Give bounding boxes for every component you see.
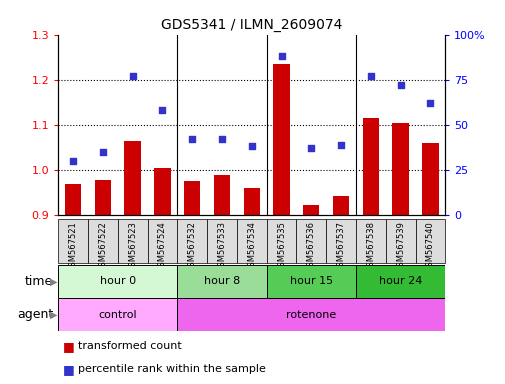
FancyBboxPatch shape [355, 219, 385, 263]
Text: ■: ■ [63, 340, 75, 353]
Text: transformed count: transformed count [78, 341, 182, 351]
Point [128, 73, 136, 79]
Text: percentile rank within the sample: percentile rank within the sample [78, 364, 266, 374]
FancyBboxPatch shape [385, 219, 415, 263]
Text: GSM567521: GSM567521 [69, 221, 77, 272]
Text: hour 8: hour 8 [204, 276, 239, 286]
FancyBboxPatch shape [58, 219, 88, 263]
FancyBboxPatch shape [355, 265, 444, 298]
FancyBboxPatch shape [58, 265, 177, 298]
Point [426, 100, 434, 106]
Point [366, 73, 374, 79]
Bar [213, 175, 230, 215]
Text: GSM567537: GSM567537 [336, 221, 345, 272]
Bar [243, 188, 260, 215]
FancyBboxPatch shape [177, 219, 207, 263]
Bar [302, 205, 319, 215]
Text: GSM567524: GSM567524 [158, 221, 167, 272]
Text: ■: ■ [63, 363, 75, 376]
Bar [184, 181, 200, 215]
Text: GSM567536: GSM567536 [306, 221, 315, 272]
Point [336, 142, 344, 148]
Text: GSM567534: GSM567534 [247, 221, 256, 272]
FancyBboxPatch shape [326, 219, 355, 263]
Text: rotenone: rotenone [286, 310, 336, 320]
FancyBboxPatch shape [177, 298, 444, 331]
Point [247, 143, 256, 149]
Bar [362, 118, 378, 215]
FancyBboxPatch shape [118, 219, 147, 263]
FancyBboxPatch shape [147, 219, 177, 263]
Title: GDS5341 / ILMN_2609074: GDS5341 / ILMN_2609074 [161, 18, 342, 32]
Point [396, 82, 404, 88]
Point [277, 53, 285, 59]
Text: hour 0: hour 0 [99, 276, 135, 286]
Text: ▶: ▶ [50, 276, 58, 286]
Bar [332, 195, 348, 215]
Bar [65, 184, 81, 215]
Text: ▶: ▶ [50, 310, 58, 320]
Text: GSM567523: GSM567523 [128, 221, 137, 272]
FancyBboxPatch shape [207, 219, 236, 263]
FancyBboxPatch shape [177, 265, 266, 298]
FancyBboxPatch shape [266, 265, 355, 298]
Bar [94, 180, 111, 215]
Point [218, 136, 226, 142]
FancyBboxPatch shape [58, 298, 177, 331]
Point [188, 136, 196, 142]
Bar [273, 64, 289, 215]
FancyBboxPatch shape [415, 219, 444, 263]
FancyBboxPatch shape [88, 219, 118, 263]
Point [307, 145, 315, 151]
Bar [392, 122, 408, 215]
Text: hour 24: hour 24 [378, 276, 422, 286]
FancyBboxPatch shape [236, 219, 266, 263]
Text: agent: agent [17, 308, 53, 321]
Text: control: control [98, 310, 137, 320]
Point [69, 158, 77, 164]
FancyBboxPatch shape [296, 219, 326, 263]
Text: GSM567538: GSM567538 [366, 221, 375, 272]
Text: GSM567533: GSM567533 [217, 221, 226, 272]
Text: GSM567535: GSM567535 [276, 221, 285, 272]
FancyBboxPatch shape [266, 219, 296, 263]
Bar [124, 141, 140, 215]
Bar [154, 168, 170, 215]
Text: GSM567522: GSM567522 [98, 221, 107, 272]
Text: GSM567539: GSM567539 [395, 221, 405, 272]
Point [158, 107, 166, 113]
Text: GSM567540: GSM567540 [425, 221, 434, 272]
Text: time: time [25, 275, 53, 288]
Text: hour 15: hour 15 [289, 276, 332, 286]
Bar [421, 143, 438, 215]
Text: GSM567532: GSM567532 [187, 221, 196, 272]
Point [98, 149, 107, 155]
